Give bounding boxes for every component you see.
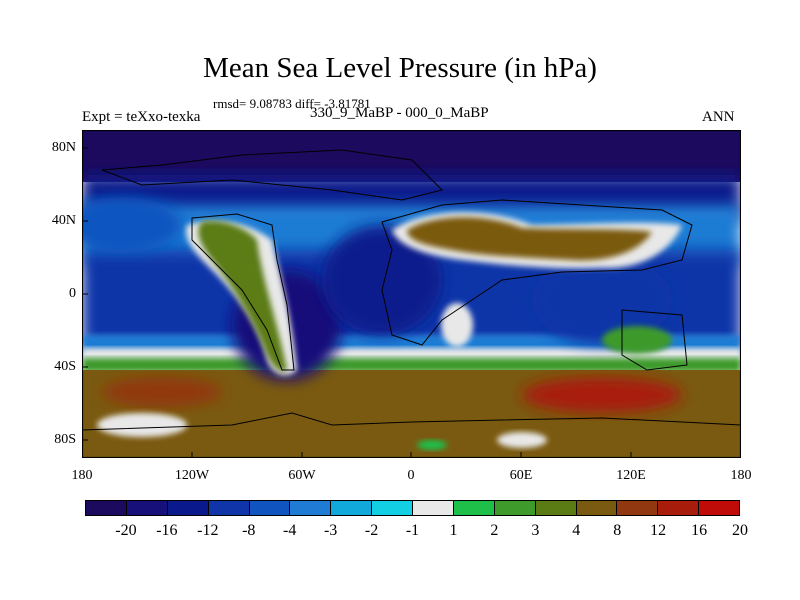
feature-southern-max-west	[102, 377, 222, 407]
colorbar-swatch	[331, 501, 373, 515]
lon-label-180-east: 180	[730, 468, 752, 483]
lon-label-120w: 120W	[174, 468, 210, 483]
lat-label-0: 0	[69, 286, 76, 301]
colorbar-swatch	[86, 501, 127, 515]
feature-antarctic-white-west	[97, 413, 187, 437]
lon-label-60w: 60W	[288, 468, 316, 483]
stats-text: rmsd= 9.08783 diff= -3.81781	[213, 96, 371, 111]
colorbar-swatch	[453, 501, 495, 515]
colorbar-swatch	[413, 501, 454, 515]
lat-label-40s: 40S	[54, 359, 76, 374]
coastline-eurasia-africa	[381, 199, 693, 346]
colorbar-label: -1	[405, 522, 420, 539]
feature-atlantic-deep	[322, 225, 442, 335]
colorbar-label: 12	[650, 522, 667, 539]
colorbar-label: 16	[691, 522, 708, 539]
colorbar-swatch	[535, 501, 577, 515]
feature-southern-max-east	[522, 377, 682, 413]
feature-americas-high	[198, 221, 287, 372]
colorbar-swatch	[617, 501, 659, 515]
colorbar-label: -3	[323, 522, 338, 539]
colorbar-label: -2	[364, 522, 379, 539]
feature-australia-green	[602, 326, 672, 354]
lon-label-120e: 120E	[616, 468, 646, 483]
pressure-map	[82, 130, 741, 458]
colorbar-label: 4	[572, 522, 581, 539]
colorbar	[85, 500, 740, 516]
map-title: Mean Sea Level Pressure (in hPa)	[203, 52, 597, 84]
colorbar-label: 1	[449, 522, 458, 539]
colorbar-swatch	[167, 501, 209, 515]
coastline-antarctica	[82, 412, 741, 431]
colorbar-label: -4	[283, 522, 297, 539]
colorbar-swatch	[249, 501, 291, 515]
lat-label-40n: 40N	[51, 213, 76, 228]
experiment-label: Expt = teXxo-texka	[82, 109, 201, 125]
feature-eurasia-high	[407, 217, 652, 261]
lat-label-80s: 80S	[54, 432, 76, 447]
lon-label-180-west: 180	[71, 468, 93, 483]
feature-pacific-low	[532, 255, 672, 345]
coastline-australia	[621, 309, 688, 371]
lon-label-60e: 60E	[509, 468, 533, 483]
feature-antarctic-green	[417, 440, 447, 450]
band-polar-north	[82, 130, 741, 182]
field-layer	[82, 130, 741, 458]
coastlines	[82, 149, 741, 431]
colorbar-swatch	[494, 501, 536, 515]
period-label: 330_9_MaBP - 000_0_MaBP	[310, 105, 489, 121]
feature-north-pacific	[82, 197, 182, 253]
colorbar-label: 8	[613, 522, 622, 539]
feature-africa-highlight	[441, 303, 473, 347]
feature-antarctic-white-east	[497, 432, 547, 448]
colorbar-swatch	[658, 501, 700, 515]
colorbar-label: 3	[531, 522, 540, 539]
coastline-north-landmass	[101, 149, 443, 201]
lat-label-80n: 80N	[51, 140, 76, 155]
lon-label-0: 0	[407, 468, 415, 483]
map-panel	[82, 130, 741, 458]
season-label: ANN	[702, 109, 735, 125]
colorbar-label: -20	[115, 522, 137, 539]
colorbar-swatch	[208, 501, 250, 515]
colorbar-label: -12	[197, 522, 219, 539]
colorbar-swatch	[699, 501, 739, 515]
tick-marks	[82, 147, 632, 458]
colorbar-swatch	[126, 501, 168, 515]
colorbar-label: -8	[242, 522, 256, 539]
colorbar-swatch	[576, 501, 618, 515]
colorbar-swatch	[372, 501, 413, 515]
colorbar-label: -16	[156, 522, 178, 539]
colorbar-label: 20	[732, 522, 748, 539]
colorbar-swatch	[290, 501, 332, 515]
coastline-americas	[191, 213, 295, 371]
band-south-green	[82, 358, 741, 372]
colorbar-label: 2	[490, 522, 499, 539]
